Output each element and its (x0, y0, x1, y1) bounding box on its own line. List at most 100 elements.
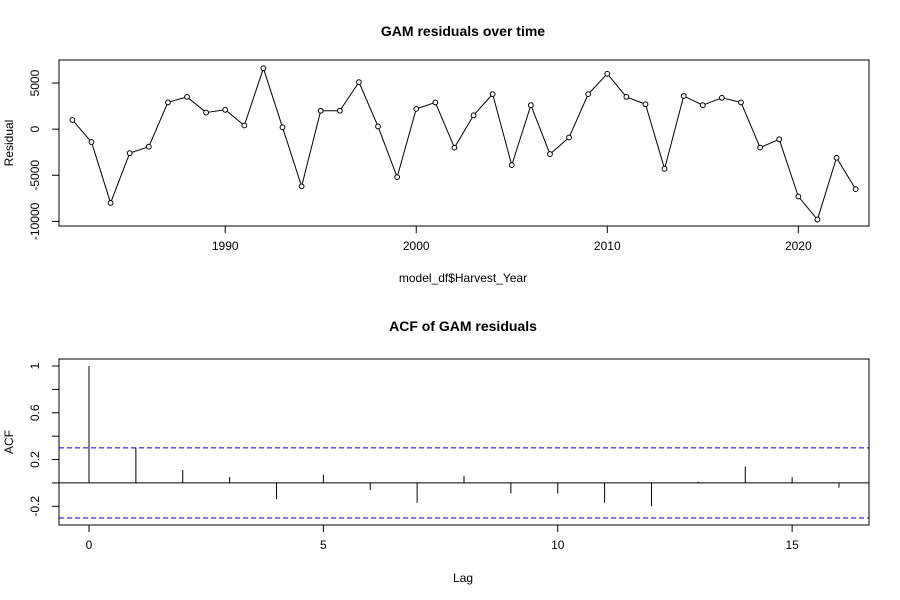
x-tick-label: 15 (785, 538, 799, 552)
residuals-series (69, 65, 859, 223)
residual-point (203, 109, 209, 116)
residual-line-segment (778, 139, 799, 197)
residual-point (432, 99, 439, 106)
residual-line-segment (645, 104, 666, 169)
residual-point (164, 99, 171, 106)
residual-point (757, 144, 764, 151)
y-tick-label: 0.6 (28, 404, 42, 421)
residual-point (222, 106, 229, 113)
residual-point (241, 122, 248, 129)
residual-line-segment (473, 93, 494, 116)
residual-point (470, 112, 477, 119)
residual-line-segment (664, 95, 685, 169)
acf-chart-title: ACF of GAM residuals (389, 318, 537, 334)
residual-point (126, 150, 133, 157)
residual-line-segment (434, 102, 455, 148)
acf-y-axis-label: ACF (2, 430, 16, 454)
acf-panel: ACF of GAM residuals Lag ACF 0 5 10 15 -0.2… (2, 318, 870, 585)
acf-bars (88, 366, 840, 507)
residual-point (298, 183, 305, 190)
residual-point (642, 101, 649, 108)
x-tick-label: 5 (320, 538, 327, 552)
residuals-y-ticks: -10000 -5000 0 5000 (28, 69, 59, 240)
residual-line-segment (71, 119, 92, 143)
residual-line-segment (110, 152, 131, 204)
y-tick-label: 0 (28, 126, 42, 133)
residual-line-segment (358, 81, 379, 127)
residual-point (145, 143, 152, 150)
x-tick-label: 2010 (594, 239, 621, 253)
acf-x-ticks: 0 5 10 15 (86, 525, 799, 552)
residual-line-segment (148, 102, 169, 147)
acf-plot-box (58, 358, 870, 526)
residual-line-segment (816, 157, 838, 220)
residual-line-segment (90, 141, 112, 204)
residual-point (852, 186, 859, 193)
residual-point (69, 117, 76, 123)
residual-point (604, 70, 611, 77)
residual-point (279, 124, 286, 131)
acf-y-ticks: -0.2 0.2 0.6 1 (28, 362, 59, 517)
residual-point (451, 144, 458, 151)
residual-point (738, 99, 744, 106)
residual-point (184, 93, 190, 100)
residual-point (508, 162, 515, 169)
y-tick-label: -10000 (28, 202, 42, 240)
residuals-plot-box (58, 59, 870, 227)
residual-line-segment (511, 105, 532, 166)
residual-point (585, 91, 592, 98)
residuals-x-ticks: 1990 2000 2010 2020 (212, 226, 812, 253)
residual-line-segment (606, 73, 627, 98)
residual-line-segment (339, 81, 360, 112)
residual-line-segment (416, 101, 436, 110)
residual-line-segment (797, 196, 818, 220)
residual-point (317, 107, 324, 114)
residual-line-segment (282, 127, 303, 187)
y-tick-label: 0.2 (28, 451, 42, 468)
residual-line-segment (454, 115, 474, 148)
residual-line-segment (683, 95, 704, 106)
residuals-y-axis-label: Residual (2, 120, 16, 167)
residual-point (107, 200, 114, 206)
acf-x-axis-label: Lag (453, 571, 473, 585)
y-tick-label: 1 (28, 362, 42, 369)
residual-point (489, 91, 496, 98)
residual-point (795, 193, 802, 200)
residual-point (375, 123, 381, 130)
residual-point (547, 151, 553, 157)
residual-point (413, 105, 420, 112)
residual-line-segment (759, 138, 780, 149)
residual-line-segment (587, 73, 608, 95)
x-tick-label: 2020 (785, 239, 812, 253)
residual-line-segment (262, 68, 283, 128)
residual-point (394, 174, 401, 181)
residual-line-segment (492, 93, 513, 166)
residual-point (680, 93, 687, 99)
residual-line-segment (836, 157, 857, 190)
residual-point (776, 136, 783, 143)
residual-point (88, 139, 95, 145)
y-tick-label: 5000 (28, 69, 42, 96)
residual-line-segment (206, 109, 226, 114)
residual-line-segment (702, 97, 723, 106)
residual-point (356, 79, 362, 86)
y-tick-label: -0.2 (28, 496, 42, 517)
x-tick-label: 2000 (403, 239, 430, 253)
residual-line-segment (721, 97, 742, 103)
residual-line-segment (626, 96, 646, 105)
residual-point (699, 102, 706, 109)
residual-line-segment (301, 110, 322, 187)
residual-point (527, 102, 534, 109)
residual-line-segment (129, 146, 149, 154)
x-tick-label: 1990 (212, 239, 239, 253)
residual-line-segment (186, 96, 207, 113)
residual-point (336, 107, 343, 114)
residual-line-segment (167, 96, 188, 103)
residual-point (623, 93, 630, 100)
residual-point (814, 216, 821, 223)
residual-point (661, 165, 668, 172)
residual-line-segment (396, 108, 417, 178)
y-tick-label: -5000 (28, 160, 42, 191)
residuals-x-axis-label: model_df$Harvest_Year (399, 271, 527, 285)
